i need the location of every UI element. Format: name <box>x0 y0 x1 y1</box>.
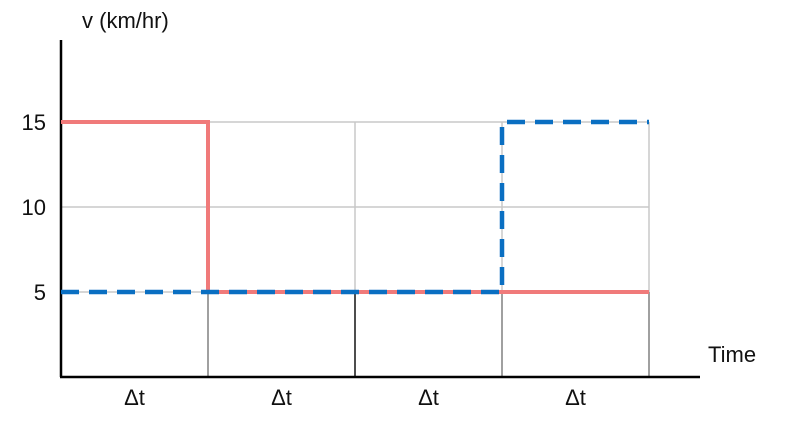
x-interval-label-1: Δt <box>271 385 292 410</box>
x-interval-label-3: Δt <box>565 385 586 410</box>
interval-dividers <box>207 292 650 377</box>
y-tick-label-1: 10 <box>22 195 46 220</box>
series-line-1 <box>61 119 649 295</box>
y-axis-label: v (km/hr) <box>82 8 169 33</box>
x-interval-label-2: Δt <box>418 385 439 410</box>
y-tick-label-2: 15 <box>22 110 46 135</box>
grid-lines <box>61 121 650 293</box>
x-interval-labels: Δt Δt Δt Δt <box>124 385 586 410</box>
y-tick-labels: 5 10 15 <box>22 110 46 305</box>
x-interval-label-0: Δt <box>124 385 145 410</box>
x-axis-label: Time <box>708 342 756 367</box>
series-group <box>61 119 649 295</box>
y-tick-label-0: 5 <box>34 280 46 305</box>
